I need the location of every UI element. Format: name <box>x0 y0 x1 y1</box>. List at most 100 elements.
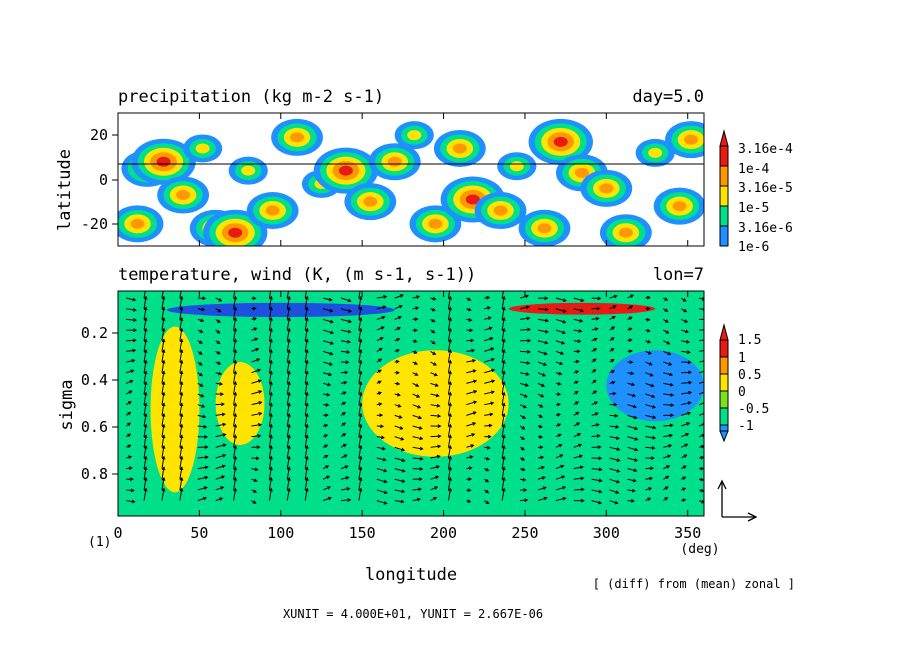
wind-vector <box>394 468 405 472</box>
wind-vector-head <box>304 295 309 300</box>
wind-vector <box>358 371 362 384</box>
wind-vector <box>179 424 183 437</box>
wind-vector-head <box>269 338 273 343</box>
wind-vector-head <box>434 486 439 490</box>
wind-vector-head <box>431 318 436 323</box>
wind-vector-head <box>490 357 495 362</box>
wind-vector-head <box>378 347 383 352</box>
wind-vector-head <box>256 358 261 362</box>
precip-y-tick-label: 20 <box>90 126 108 144</box>
wind-vector-head <box>649 372 654 377</box>
wind-vector-head <box>526 361 531 365</box>
wind-vector <box>304 435 308 448</box>
wind-vector-head <box>179 444 184 449</box>
wind-vector-head <box>670 403 675 407</box>
wind-vector-head <box>596 306 601 311</box>
wind-vector <box>501 392 505 405</box>
wind-vector <box>537 497 547 502</box>
wind-vector <box>573 477 584 480</box>
wind-vector-head <box>616 469 621 473</box>
wind-vector <box>286 424 290 437</box>
wind-vector-head <box>648 362 653 366</box>
wind-vector <box>447 328 451 341</box>
wind-vector-head <box>252 317 257 321</box>
wind-vector-head <box>203 424 208 429</box>
wind-vector-head <box>347 298 352 303</box>
wind-vector <box>304 307 308 320</box>
wind-vector-head <box>419 446 424 451</box>
wind-vector-head <box>287 434 291 439</box>
wind-vector <box>520 328 530 331</box>
wind-vector-head <box>383 490 388 495</box>
wind-vector <box>484 391 494 395</box>
wind-vector-head <box>472 411 477 415</box>
wind-vector <box>358 317 362 331</box>
wind-vector-head <box>579 454 584 459</box>
wind-vector-head <box>359 286 362 289</box>
wind-vector <box>286 307 290 320</box>
wind-vector <box>215 444 226 448</box>
wind-vector-head <box>179 317 184 322</box>
wind-vector-head <box>328 362 333 366</box>
wind-vector <box>537 361 547 366</box>
wind-vector <box>340 454 347 459</box>
wind-vector-head <box>437 434 442 439</box>
wind-vector <box>233 456 237 469</box>
wind-vector-head <box>665 475 670 480</box>
wind-vector-head <box>526 316 531 321</box>
wind-vector-head <box>448 487 452 492</box>
temp-lon-label: lon=7 <box>653 265 704 285</box>
wind-vector-head <box>377 369 382 374</box>
wind-vector-head <box>628 327 633 332</box>
wind-vector-head <box>704 401 707 404</box>
wind-vector <box>143 328 147 341</box>
wind-vector <box>519 361 530 364</box>
wind-vector-head <box>628 338 633 343</box>
wind-vector <box>143 435 147 448</box>
wind-vector-head <box>521 426 526 430</box>
wind-vector <box>125 390 132 395</box>
wind-vector <box>179 296 183 309</box>
wind-vector-head <box>634 458 639 462</box>
wind-vector-head <box>304 380 309 386</box>
wind-vector-head <box>378 358 383 363</box>
wind-vector <box>466 370 476 374</box>
wind-vector-head <box>651 446 656 450</box>
wind-vector <box>161 488 165 501</box>
wind-vector-head <box>287 476 291 481</box>
temp-panel: temperature, wind (K, (m s-1, s-1)) lon=… <box>57 265 795 621</box>
wind-vector-head <box>561 340 566 345</box>
wind-vector-head <box>204 475 209 480</box>
wind-vector <box>627 414 637 419</box>
wind-vector <box>698 413 704 416</box>
wind-vector <box>340 476 349 480</box>
wind-vector <box>663 393 674 396</box>
wind-vector <box>304 467 308 480</box>
wind-vector <box>143 413 147 427</box>
wind-vector <box>358 424 362 437</box>
wind-vector-head <box>287 317 291 322</box>
wind-vector <box>340 308 352 313</box>
wind-vector-head <box>501 423 506 428</box>
wind-vector <box>161 296 165 309</box>
wind-vector-head <box>161 434 166 439</box>
wind-vector <box>322 308 333 312</box>
wind-vector-head <box>527 338 532 343</box>
wind-vector <box>179 488 183 501</box>
wind-vector-head <box>222 443 227 448</box>
wind-vector-head <box>395 359 400 364</box>
wind-vector <box>126 297 136 301</box>
wind-vector-head <box>501 317 506 322</box>
temp-y-tick-group: 0.2 0.4 0.6 0.8 <box>81 324 118 483</box>
wind-vector <box>161 467 165 480</box>
wind-vector <box>573 318 583 322</box>
wind-vector-head <box>632 393 637 398</box>
wind-vector <box>358 488 362 501</box>
wind-vector-head <box>540 455 545 460</box>
wind-vector-head <box>437 414 442 418</box>
wind-vector-head <box>161 370 166 375</box>
wind-vector-head <box>471 348 476 353</box>
wind-vector <box>394 457 405 462</box>
wind-vector-head <box>650 456 655 460</box>
wind-vector <box>501 371 505 384</box>
